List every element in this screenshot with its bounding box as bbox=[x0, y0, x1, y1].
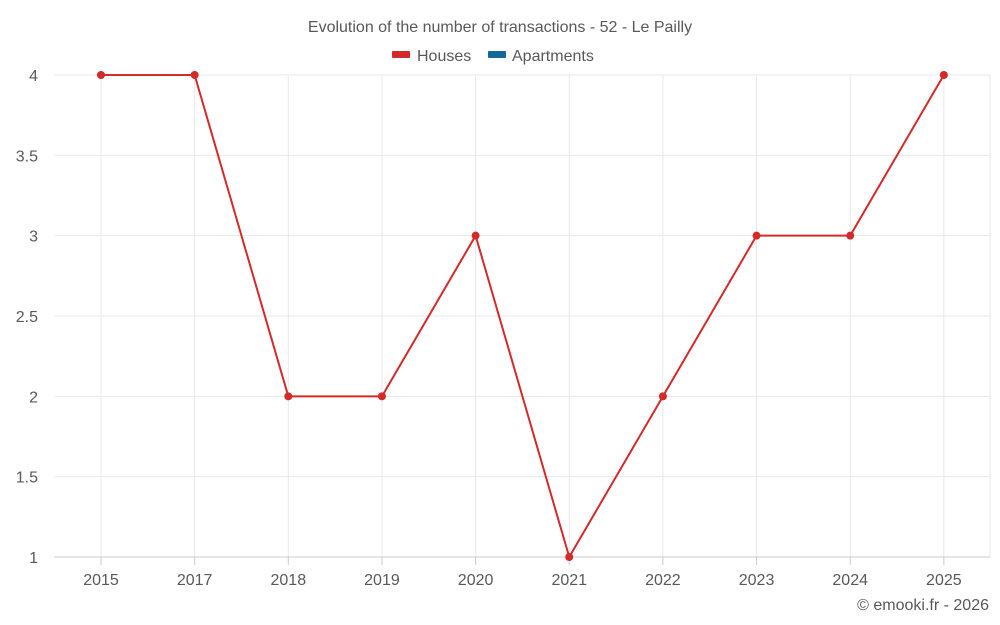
x-tick-label: 2020 bbox=[458, 572, 494, 589]
x-tick-label: 2024 bbox=[832, 572, 868, 589]
x-tick-label: 2025 bbox=[926, 572, 962, 589]
chart-title: Evolution of the number of transactions … bbox=[308, 19, 692, 36]
series-layer bbox=[97, 71, 948, 561]
y-tick-label: 1 bbox=[29, 550, 38, 567]
legend-label: Houses bbox=[417, 48, 471, 65]
data-point-houses-2025[interactable] bbox=[939, 71, 948, 79]
y-tick-label: 2.5 bbox=[16, 309, 38, 326]
data-point-houses-2019[interactable] bbox=[377, 392, 386, 401]
data-point-houses-2023[interactable] bbox=[752, 231, 761, 240]
x-tick-label: 2021 bbox=[551, 572, 587, 589]
series-line-houses bbox=[101, 74, 945, 558]
legend-swatch bbox=[392, 51, 410, 58]
y-tick-label: 3 bbox=[29, 229, 38, 246]
data-point-houses-2021[interactable] bbox=[565, 553, 574, 561]
credit-text: © emooki.fr - 2026 bbox=[857, 597, 989, 614]
data-point-houses-2022[interactable] bbox=[658, 392, 667, 401]
legend-item-houses[interactable]: Houses bbox=[392, 48, 471, 65]
x-tick-label: 2017 bbox=[177, 572, 213, 589]
data-point-houses-2020[interactable] bbox=[471, 231, 480, 240]
x-tick-label: 2019 bbox=[364, 572, 400, 589]
y-tick-label: 3.5 bbox=[16, 148, 38, 165]
x-axis-tick-labels: 2015 2017 2018 2019 2020 2021 2022 2023 2024 2025 bbox=[83, 557, 962, 589]
x-tick-label: 2023 bbox=[739, 572, 775, 589]
legend-swatch bbox=[488, 51, 506, 58]
data-point-houses-2024[interactable] bbox=[846, 231, 855, 240]
x-tick-label: 2015 bbox=[83, 572, 119, 589]
legend-item-apartments[interactable]: Apartments bbox=[488, 48, 594, 65]
legend-label: Apartments bbox=[512, 48, 594, 65]
y-tick-label: 4 bbox=[29, 68, 38, 85]
data-point-houses-2018[interactable] bbox=[284, 392, 293, 401]
legend: Houses Apartments bbox=[392, 48, 594, 65]
y-tick-label: 1.5 bbox=[16, 470, 38, 487]
x-tick-label: 2018 bbox=[271, 572, 307, 589]
x-tick-label: 2022 bbox=[645, 572, 681, 589]
data-point-houses-2017[interactable] bbox=[190, 71, 199, 79]
y-axis-tick-labels: 1 1.5 2 2.5 3 3.5 4 bbox=[16, 68, 38, 567]
data-point-houses-2015[interactable] bbox=[97, 71, 105, 79]
y-tick-label: 2 bbox=[29, 389, 38, 406]
